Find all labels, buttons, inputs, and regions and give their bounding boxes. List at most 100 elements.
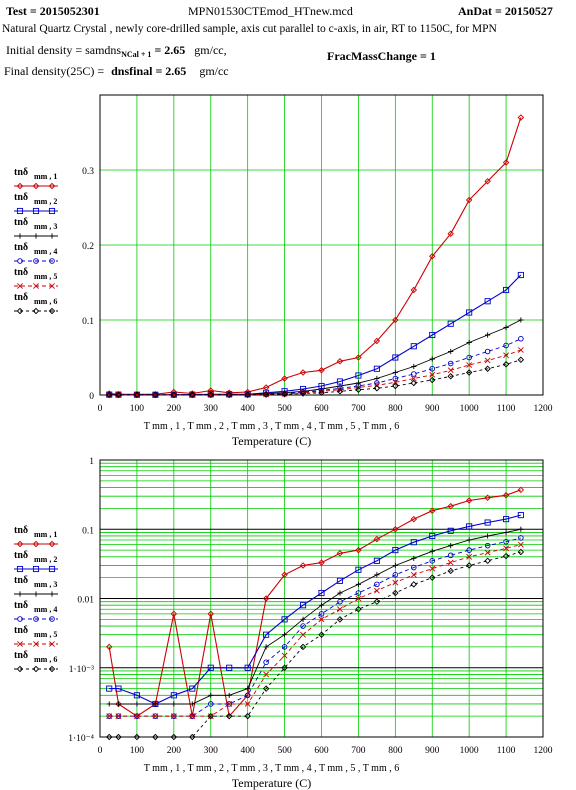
data-point — [105, 733, 113, 741]
x-tick-label: 500 — [277, 746, 292, 756]
x-tick-label: 100 — [130, 404, 145, 414]
data-point — [152, 391, 159, 399]
data-point — [410, 515, 418, 523]
data-point — [355, 581, 362, 587]
data-point — [429, 365, 436, 372]
data-point — [281, 652, 288, 659]
data-point — [115, 733, 122, 741]
y-tick-label: 0.1 — [82, 526, 94, 536]
data-point — [355, 380, 362, 386]
data-point — [411, 371, 417, 377]
data-point — [318, 389, 325, 396]
data-point — [484, 178, 491, 185]
data-point — [466, 339, 472, 346]
data-point — [429, 532, 436, 540]
data-point — [447, 559, 454, 566]
data-point — [33, 641, 39, 647]
data-point — [318, 616, 325, 623]
series-line — [109, 551, 521, 738]
data-point — [336, 550, 344, 557]
data-point — [447, 552, 454, 559]
data-point — [244, 391, 251, 399]
data-point — [133, 391, 140, 398]
data-point — [33, 258, 39, 264]
data-point — [447, 502, 454, 510]
series-line — [109, 117, 522, 395]
initial-density-value: = 2.65 — [154, 43, 186, 57]
data-point — [392, 382, 399, 390]
data-point — [281, 664, 288, 671]
data-point — [263, 631, 270, 638]
x-tick-label: 200 — [167, 404, 182, 414]
data-point — [410, 286, 418, 294]
data-point — [189, 391, 196, 398]
data-point — [17, 233, 23, 239]
data-point — [244, 701, 251, 707]
x-tick-label: 0 — [98, 404, 103, 414]
data-point — [355, 546, 362, 554]
data-point — [17, 616, 23, 622]
data-point — [484, 549, 491, 556]
data-point — [374, 572, 380, 578]
data-point — [106, 713, 113, 720]
initial-density: Initial density = samdnsNCal + 1 = 2.65 … — [6, 43, 227, 59]
data-point — [318, 559, 325, 566]
data-point — [189, 713, 196, 720]
y-tick-label: 0.3 — [82, 167, 94, 177]
data-point — [189, 701, 195, 707]
data-point — [208, 692, 214, 698]
data-point — [392, 375, 399, 382]
legend-subscript: mm , 1 — [34, 530, 57, 539]
data-point — [373, 598, 381, 605]
data-point — [484, 365, 491, 372]
data-point — [411, 564, 417, 571]
data-point — [503, 342, 509, 349]
legend-subscript: mm , 6 — [34, 655, 57, 664]
y-tick-label: 0.2 — [82, 242, 94, 252]
data-point — [518, 526, 524, 532]
data-point — [299, 562, 307, 569]
initial-density-subscript: NCal + 1 — [121, 50, 152, 59]
y-tick-label: 0.01 — [77, 596, 94, 606]
data-point — [392, 354, 399, 361]
data-point — [517, 271, 524, 279]
data-point — [32, 307, 40, 315]
data-point — [32, 182, 40, 190]
data-point — [133, 391, 141, 399]
x-tick-label: 600 — [314, 404, 329, 414]
legend-label: tnδ — [14, 625, 28, 636]
log-chart: 0 100 200 300 400 500 600 700 800 900 1000 1100 1200… — [14, 457, 553, 790]
legend-subscript: mm , 5 — [34, 272, 57, 281]
x-tick-label: 1000 — [460, 404, 479, 414]
data-point — [300, 631, 306, 638]
data-point — [355, 354, 362, 361]
data-point — [49, 616, 55, 622]
data-point — [373, 535, 381, 543]
x-tick-label: 700 — [351, 746, 366, 756]
data-point — [336, 616, 344, 623]
data-point — [281, 571, 288, 579]
data-point — [410, 343, 417, 350]
data-point — [226, 664, 233, 671]
legend-label: tnδ — [14, 600, 28, 611]
data-point — [429, 565, 436, 572]
data-point — [115, 391, 122, 399]
data-point — [207, 391, 214, 398]
data-point — [48, 307, 56, 315]
test-id: Test = 2015052301 — [6, 4, 100, 18]
x-axis-label: Temperature (C) — [232, 776, 311, 790]
y-tick-label: 1·10⁻⁴ — [68, 734, 94, 744]
data-point — [518, 317, 524, 323]
series-line — [109, 274, 522, 396]
data-point — [465, 369, 473, 376]
data-point — [300, 623, 306, 629]
data-point — [16, 207, 24, 215]
data-point — [373, 385, 381, 392]
series-line — [109, 544, 521, 717]
data-point — [48, 665, 56, 673]
x-tick-label: 200 — [167, 746, 182, 756]
data-point — [115, 685, 122, 692]
data-point — [115, 701, 122, 707]
data-point — [17, 641, 23, 647]
series-5 — [106, 541, 524, 720]
